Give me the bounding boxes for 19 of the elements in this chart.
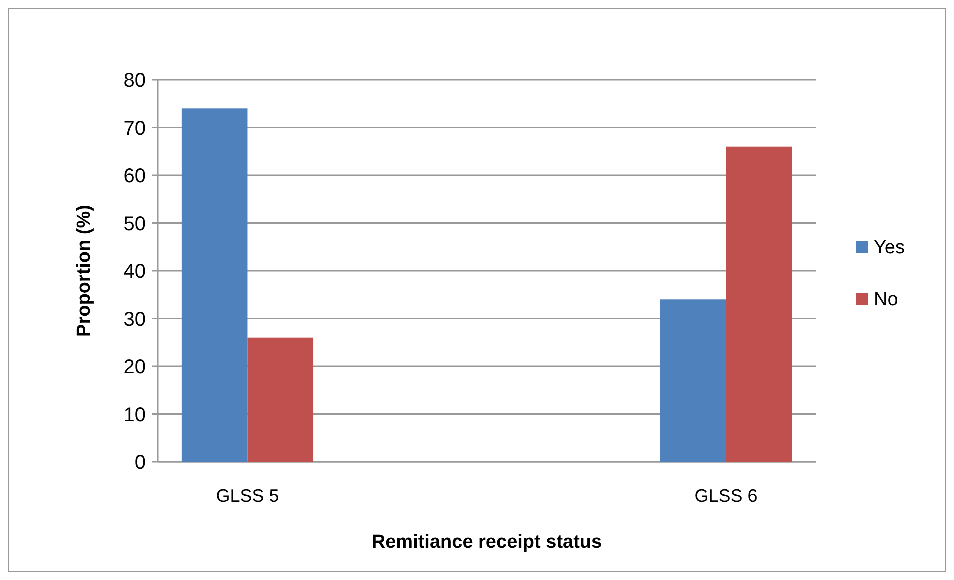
x-axis-title: Remitiance receipt status [372,532,602,553]
y-tick-label: 20 [124,356,146,378]
bar [182,108,248,462]
x-tick-label: GLSS 6 [694,486,758,506]
legend-label: Yes [874,238,905,259]
y-tick-label: 30 [124,308,146,331]
y-tick-label: 40 [124,261,146,283]
y-tick-label: 60 [124,166,146,188]
bar [726,146,792,462]
bar [248,338,314,462]
x-tick-label: GLSS 5 [216,486,280,506]
y-tick-label: 80 [124,70,146,92]
y-axis-title: Proportion (%) [74,205,95,337]
bar [660,300,726,462]
y-tick-label: 50 [124,213,146,236]
y-tick-label: 70 [124,118,146,140]
legend-label: No [874,290,898,311]
y-tick-label: 10 [124,404,146,426]
y-tick-label: 0 [134,452,146,474]
